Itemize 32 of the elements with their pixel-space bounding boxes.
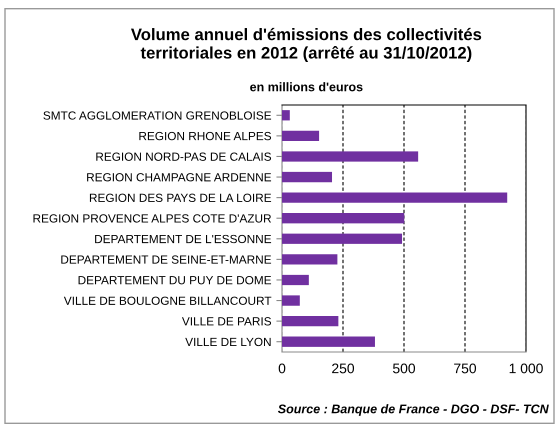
y-tick-label: SMTC AGGLOMERATION GRENOBLOISE: [43, 111, 272, 120]
bar: [282, 213, 404, 224]
x-tick-label: 1 000: [510, 363, 543, 374]
bar: [282, 254, 338, 265]
x-tick-label: 0: [278, 363, 286, 374]
bar: [282, 151, 418, 162]
bar: [282, 172, 332, 182]
source-note: Source : Banque de France - DGO - DSF- TCN: [278, 404, 549, 416]
bar: [282, 110, 290, 120]
y-tick-label: REGION PROVENCE ALPES COTE D'AZUR: [33, 214, 272, 223]
bar: [282, 295, 300, 306]
x-tick-label: 500: [392, 363, 416, 374]
bar: [282, 192, 508, 203]
y-tick-label: DEPARTEMENT DU PUY DE DOME: [78, 276, 272, 284]
y-tick-label: DEPARTEMENT DE SEINE-ET-MARNE: [61, 255, 272, 264]
x-tick-label: 250: [332, 363, 354, 374]
y-tick-label: REGION RHONE ALPES: [139, 132, 272, 140]
chart-subtitle: en millions d'euros: [250, 82, 363, 92]
bar: [282, 234, 402, 244]
y-tick-label: VILLE DE LYON: [185, 338, 271, 346]
y-tick-label: VILLE DE BOULOGNE BILLANCOURT: [64, 296, 272, 305]
bar: [282, 274, 309, 286]
y-tick-label: REGION CHAMPAGNE ARDENNE: [87, 173, 272, 182]
y-tick-label: REGION NORD-PAS DE CALAIS: [96, 152, 272, 161]
bar: [282, 130, 320, 142]
chart-title: Volume annuel d'émissions des collectivités territoriales en 2012 (arrêté au 31/10/2012): [130, 28, 482, 62]
y-tick-label: VILLE DE PARIS: [182, 317, 272, 326]
bar: [282, 316, 338, 326]
y-tick-label: DEPARTEMENT DE L'ESSONNE: [95, 234, 272, 244]
bar: [282, 336, 375, 347]
x-tick-label: 750: [454, 363, 476, 374]
y-tick-label: REGION DES PAYS DE LA LOIRE: [90, 194, 272, 202]
